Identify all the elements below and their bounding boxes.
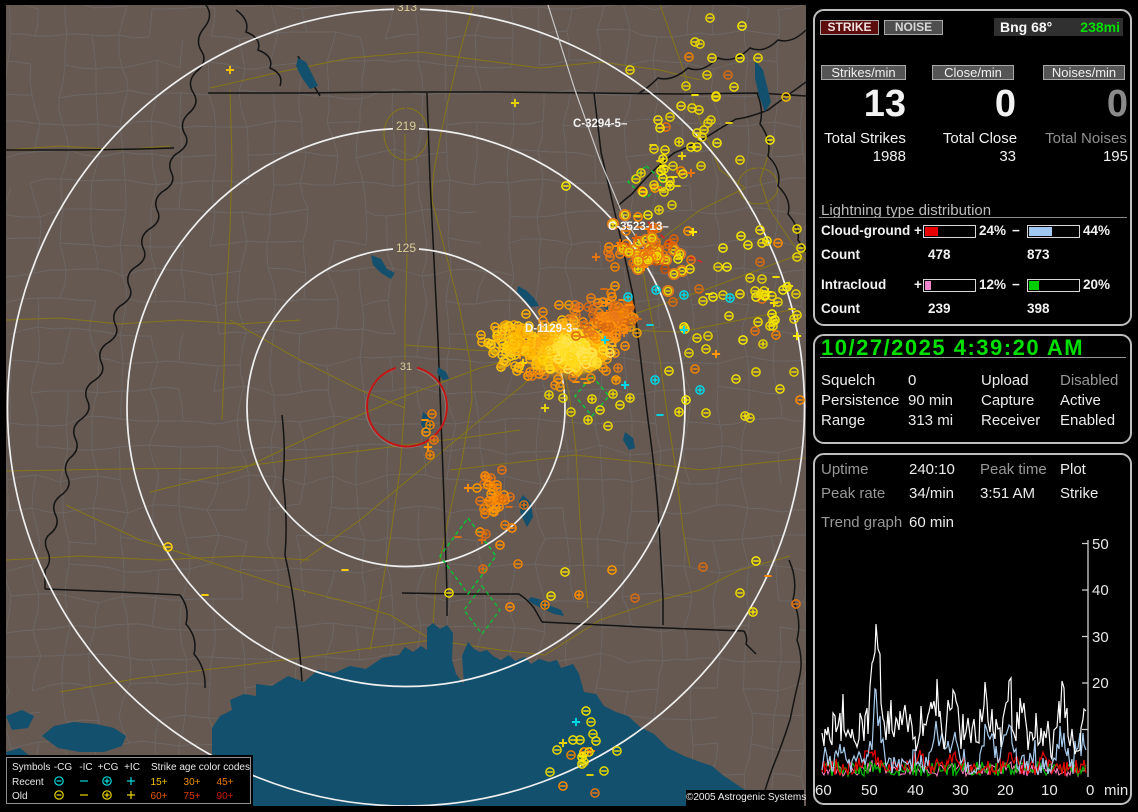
svg-text:D-1129-3–: D-1129-3– (525, 323, 579, 335)
svg-text:Symbols: Symbols (12, 762, 50, 773)
svg-text:313: 313 (397, 5, 417, 14)
svg-text:125: 125 (396, 241, 416, 255)
svg-text:Strike age color codes: Strike age color codes (151, 762, 250, 773)
svg-text:+CG: +CG (98, 762, 119, 773)
svg-text:+IC: +IC (124, 762, 140, 773)
svg-text:C-3523-13–: C-3523-13– (608, 221, 669, 233)
svg-text:C-3294-5–: C-3294-5– (573, 118, 628, 130)
svg-text:-IC: -IC (79, 762, 92, 773)
svg-text:60+: 60+ (151, 791, 168, 802)
svg-text:30+: 30+ (184, 777, 201, 788)
svg-text:75+: 75+ (184, 791, 201, 802)
svg-text:-CG: -CG (54, 762, 73, 773)
svg-text:90+: 90+ (217, 791, 234, 802)
svg-text:31: 31 (400, 361, 412, 373)
svg-text:219: 219 (396, 119, 416, 133)
svg-text:Old: Old (12, 791, 28, 802)
svg-text:15+: 15+ (151, 777, 168, 788)
svg-text:45+: 45+ (217, 777, 234, 788)
svg-text:Recent: Recent (12, 777, 44, 788)
